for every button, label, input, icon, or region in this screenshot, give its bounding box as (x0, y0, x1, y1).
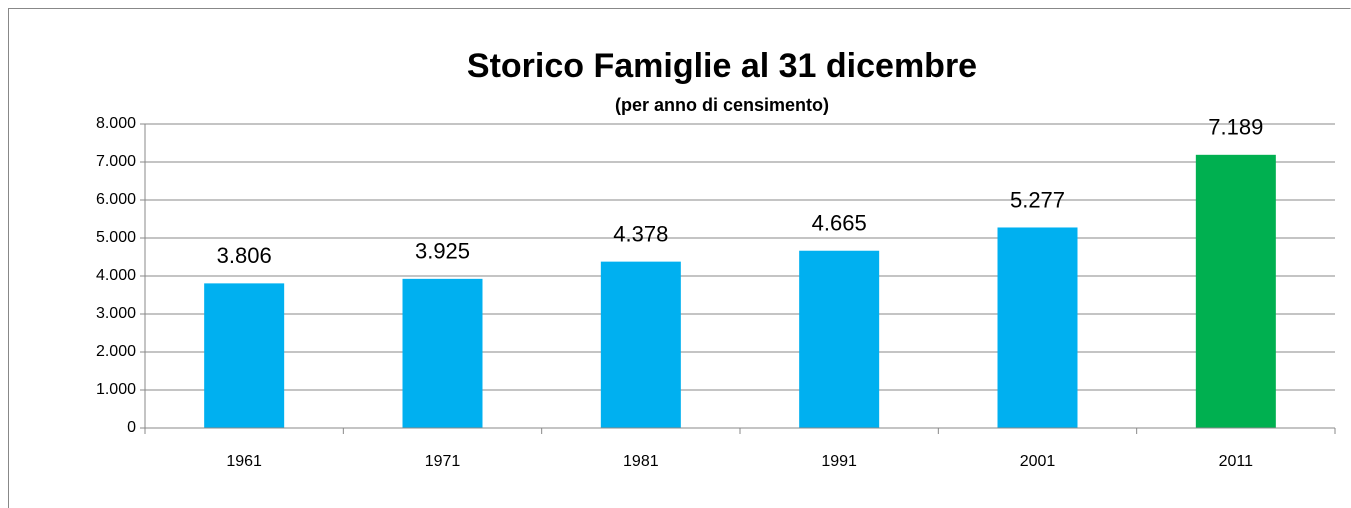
bar (799, 250, 880, 428)
y-tick-label: 8.000 (96, 115, 136, 132)
bar (600, 261, 681, 428)
value-label: 3.925 (415, 239, 470, 264)
chart-frame (8, 8, 1351, 508)
bar (997, 227, 1078, 428)
y-tick-label: 6.000 (96, 191, 136, 208)
bar (402, 278, 483, 428)
chart-subtitle: (per anno di censimento) (615, 95, 829, 115)
y-tick-label: 2.000 (96, 343, 136, 360)
value-label: 3.806 (217, 243, 272, 268)
value-label: 5.277 (1010, 187, 1065, 212)
y-tick-label: 1.000 (96, 381, 136, 398)
y-tick-label: 4.000 (96, 267, 136, 284)
y-tick-label: 5.000 (96, 229, 136, 246)
x-tick-label: 2001 (1020, 453, 1056, 470)
bar (204, 283, 285, 428)
value-label: 4.665 (812, 211, 867, 236)
chart-title: Storico Famiglie al 31 dicembre (467, 47, 977, 85)
y-tick-label: 7.000 (96, 153, 136, 170)
x-tick-label: 2011 (1219, 453, 1254, 470)
x-tick-label: 1981 (623, 453, 659, 470)
value-label: 7.189 (1208, 115, 1263, 140)
bar (1195, 154, 1276, 428)
x-tick-label: 1971 (425, 453, 461, 470)
y-tick-label: 3.000 (96, 305, 136, 322)
x-tick-label: 1961 (226, 453, 262, 470)
x-tick-label: 1991 (821, 453, 857, 470)
value-label: 4.378 (613, 221, 668, 246)
y-tick-label: 0 (127, 419, 136, 436)
